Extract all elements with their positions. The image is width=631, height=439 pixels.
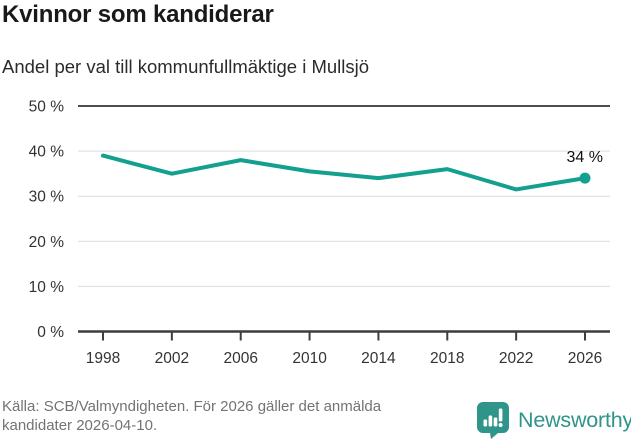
y-axis-label: 0 % — [37, 324, 64, 341]
y-axis-label: 20 % — [29, 234, 65, 251]
source-note-line2: kandidater 2026-04-10. — [2, 416, 158, 434]
x-axis-label: 2026 — [568, 350, 602, 367]
page-title: Kvinnor som kandiderar — [2, 1, 274, 28]
x-axis-label: 2018 — [430, 350, 464, 367]
data-line — [101, 153, 587, 192]
y-axis-label: 30 % — [29, 189, 65, 206]
source-note-line1: Källa: SCB/Valmyndigheten. För 2026 gäll… — [2, 398, 382, 415]
newsworthy-logo: Newsworthy — [477, 402, 631, 439]
bar-chart-pin-icon — [477, 402, 509, 439]
source-note: Källa: SCB/Valmyndigheten. För 2026 gäll… — [2, 398, 472, 435]
brand-name: Newsworthy — [518, 408, 631, 432]
page-subtitle: Andel per val till kommunfullmäktige i M… — [2, 56, 370, 77]
x-axis-label: 2006 — [223, 350, 257, 367]
x-axis-label: 2014 — [361, 350, 396, 367]
y-axis-label: 40 % — [29, 144, 65, 161]
last-data-point-dot — [579, 172, 591, 184]
x-axis-label: 1998 — [86, 350, 120, 367]
x-axis-label: 2010 — [292, 350, 327, 367]
last-value-annotation: 34 % — [567, 149, 603, 166]
y-axis-label: 50 % — [29, 99, 65, 116]
x-axis-label: 2002 — [155, 350, 189, 367]
y-axis-label: 10 % — [29, 279, 65, 296]
x-axis-label: 2022 — [499, 350, 533, 367]
